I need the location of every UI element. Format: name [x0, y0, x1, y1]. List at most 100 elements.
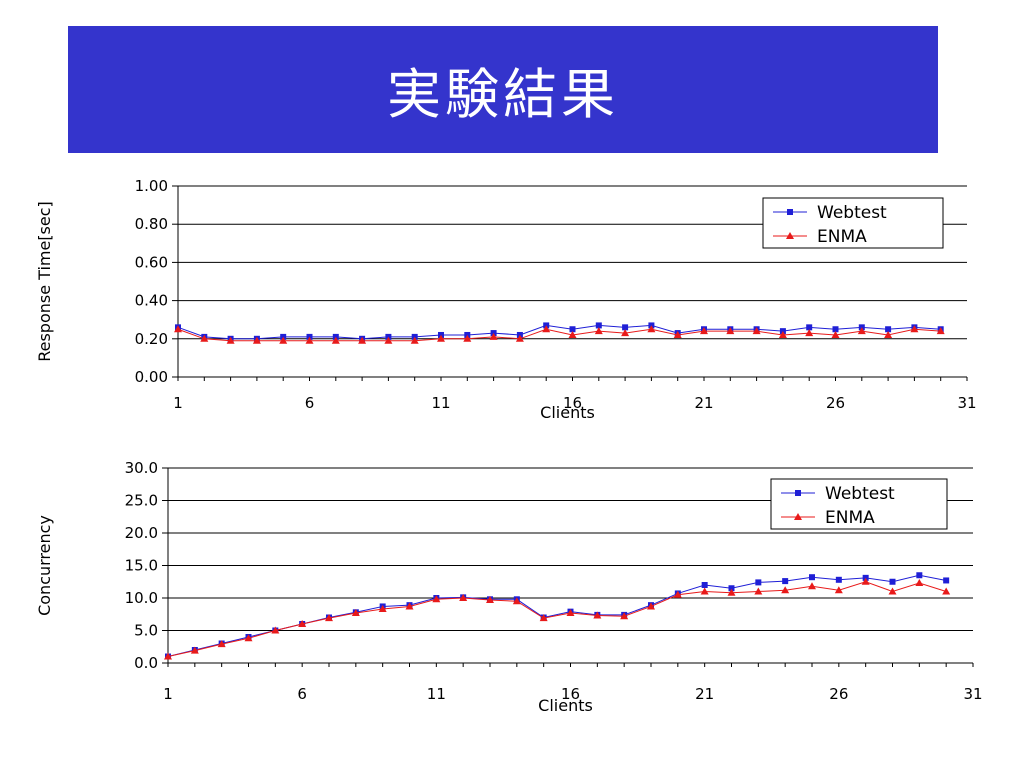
- y-tick-label: 20.0: [125, 524, 158, 542]
- data-point-enma: [325, 614, 333, 622]
- data-point-enma: [831, 330, 840, 338]
- data-point-enma: [174, 325, 182, 333]
- data-point-enma: [252, 336, 261, 344]
- x-tick-label: 1: [173, 394, 183, 412]
- data-point-enma: [200, 334, 209, 342]
- data-point-enma: [936, 327, 945, 335]
- data-point-enma: [647, 325, 656, 333]
- legend-marker-webtest: [795, 490, 801, 496]
- data-point-enma: [754, 587, 763, 595]
- data-point-enma: [673, 330, 682, 338]
- data-point-enma: [486, 595, 494, 603]
- y-tick-label: 0.80: [135, 215, 168, 233]
- data-point-enma: [432, 595, 441, 603]
- data-point-enma: [298, 620, 307, 627]
- data-point-enma: [834, 586, 843, 594]
- legend-box: [762, 197, 944, 249]
- data-point-enma: [884, 330, 893, 338]
- data-point-enma: [910, 325, 919, 333]
- legend-label-enma: ENMA: [825, 508, 875, 528]
- data-point-webtest: [569, 326, 576, 333]
- data-point-enma: [437, 334, 445, 342]
- data-point-enma: [700, 587, 709, 595]
- data-point-enma: [410, 336, 419, 344]
- data-point-webtest: [832, 326, 839, 333]
- concurrency-chart: 0.05.010.015.020.025.030.01 6 11 16 21 26 31Cl…: [35, 459, 983, 715]
- data-point-webtest: [595, 322, 602, 329]
- legend-label-webtest: Webtest: [817, 203, 887, 223]
- y-tick-label: 0.40: [135, 292, 168, 310]
- x-tick-label: 16: [563, 394, 582, 412]
- x-tick-label: 1: [163, 685, 173, 703]
- data-point-enma: [888, 587, 897, 595]
- data-point-webtest: [728, 585, 735, 592]
- data-point-enma: [542, 325, 551, 333]
- data-point-enma: [727, 588, 736, 596]
- data-point-enma: [226, 336, 235, 344]
- y-tick-label: 30.0: [125, 459, 158, 477]
- data-point-enma: [568, 330, 577, 338]
- y-tick-label: 15.0: [125, 557, 158, 575]
- y-axis-title: Concurrency: [35, 515, 54, 616]
- x-tick-label: 26: [829, 685, 848, 703]
- data-point-enma: [405, 602, 414, 610]
- series-line-enma: [167, 581, 947, 657]
- data-point-enma: [459, 594, 468, 601]
- response-time-chart: 0.000.200.400.600.801.001 6 11 16 21 26 31Clie…: [35, 177, 977, 422]
- data-point-enma: [244, 634, 253, 642]
- data-point-enma: [515, 334, 524, 342]
- data-point-enma: [726, 327, 735, 335]
- legend-marker-enma: [786, 232, 794, 239]
- x-tick-label: 16: [561, 685, 580, 703]
- y-tick-label: 0.0: [134, 654, 158, 672]
- data-point-webtest: [835, 576, 842, 583]
- data-point-enma: [861, 577, 870, 585]
- data-point-enma: [700, 327, 708, 335]
- x-axis-title: Clients: [540, 403, 595, 422]
- data-point-enma: [512, 597, 521, 605]
- data-point-webtest: [809, 574, 815, 581]
- data-point-enma: [463, 334, 472, 342]
- data-point-enma: [620, 612, 629, 620]
- y-tick-label: 0.00: [135, 368, 168, 386]
- data-point-webtest: [782, 578, 789, 585]
- data-point-enma: [279, 336, 288, 344]
- x-tick-label: 11: [431, 394, 450, 412]
- data-point-webtest: [889, 578, 896, 585]
- data-point-enma: [673, 590, 682, 598]
- y-tick-label: 5.0: [134, 622, 158, 640]
- series-line-webtest: [177, 324, 941, 340]
- data-point-enma: [358, 336, 367, 344]
- y-tick-label: 1.00: [135, 177, 168, 195]
- y-tick-label: 10.0: [125, 589, 158, 607]
- data-point-webtest: [916, 572, 923, 579]
- data-point-enma: [915, 579, 924, 587]
- x-tick-label: 21: [694, 394, 713, 412]
- data-point-enma: [217, 640, 226, 648]
- legend-label-enma: ENMA: [817, 227, 867, 247]
- legend-label-webtest: Webtest: [825, 484, 895, 504]
- data-point-enma: [305, 336, 314, 344]
- data-point-enma: [621, 329, 630, 337]
- data-point-enma: [593, 611, 602, 619]
- data-point-webtest: [885, 326, 892, 333]
- data-point-enma: [190, 646, 199, 654]
- x-tick-label: 11: [427, 685, 446, 703]
- slide-title: 実験結果: [387, 63, 619, 126]
- data-point-webtest: [943, 577, 950, 584]
- data-point-enma: [384, 336, 393, 344]
- data-point-webtest: [622, 324, 629, 331]
- data-point-enma: [857, 327, 866, 335]
- data-point-enma: [378, 605, 387, 613]
- legend-marker-enma: [794, 513, 802, 520]
- x-axis-title: Clients: [538, 696, 593, 715]
- data-point-enma: [539, 614, 548, 622]
- data-point-enma: [271, 626, 280, 634]
- x-tick-label: 6: [297, 685, 307, 703]
- data-point-enma: [805, 329, 814, 337]
- data-point-webtest: [806, 324, 813, 331]
- series-line-enma: [177, 328, 941, 342]
- data-point-enma: [647, 602, 655, 610]
- data-point-enma: [808, 582, 816, 590]
- data-point-webtest: [755, 579, 762, 586]
